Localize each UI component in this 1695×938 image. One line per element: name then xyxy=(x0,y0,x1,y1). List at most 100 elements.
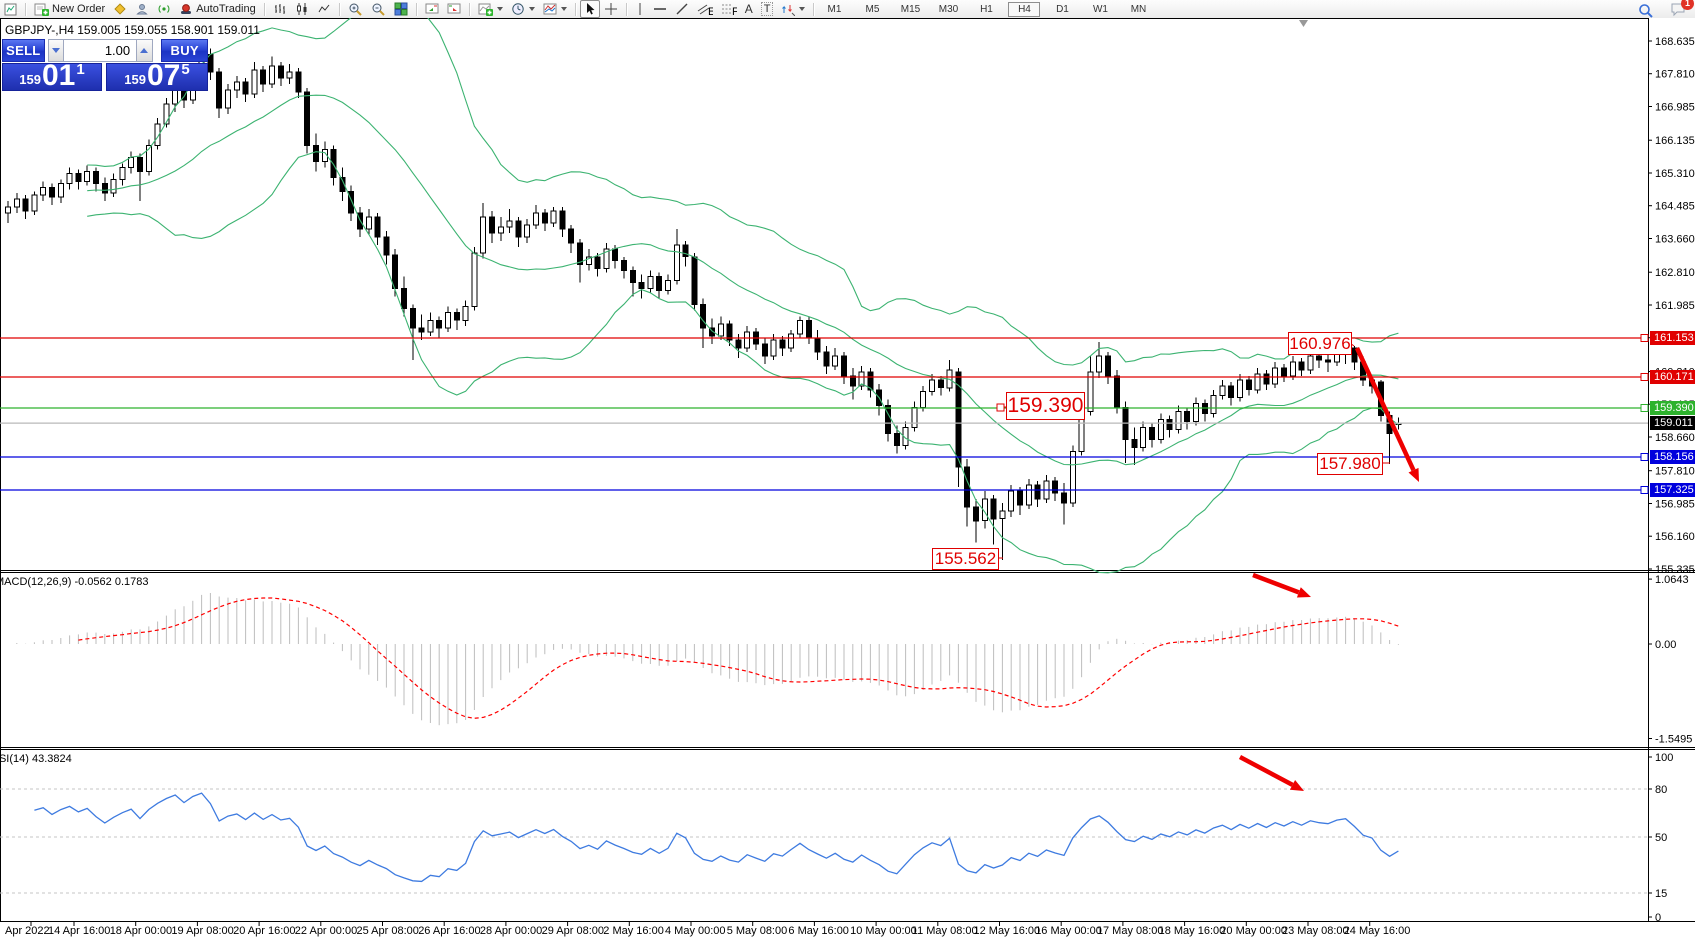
templates-icon xyxy=(543,3,557,15)
volume-input[interactable] xyxy=(64,39,137,62)
tab-timeframe-d1[interactable]: D1 xyxy=(1056,3,1069,15)
cursor-icon xyxy=(586,3,595,15)
crosshair-tool-button[interactable] xyxy=(600,0,622,18)
macd-indicator-label: MACD(12,26,9) -0.0562 0.1783 xyxy=(0,576,149,588)
annotation-160976[interactable]: 160.976 xyxy=(1288,332,1352,355)
annotation-157980[interactable]: 157.980 xyxy=(1317,453,1383,475)
vertical-line-tool-button[interactable] xyxy=(631,0,649,18)
bollinger-bands xyxy=(87,6,1399,574)
vertical-line-icon xyxy=(639,3,641,15)
tab-timeframe-m30[interactable]: M30 xyxy=(938,3,959,15)
price-tick-label: 158.660 xyxy=(1655,432,1695,444)
price-label-161153: 161.153 xyxy=(1650,331,1695,345)
rsi-axis-label: 80 xyxy=(1655,784,1667,796)
price-tick-label: 168.635 xyxy=(1655,36,1695,48)
bollinger-lower xyxy=(87,151,1399,574)
chart-shift-icon xyxy=(447,3,461,14)
text-tool-button[interactable]: A xyxy=(741,0,757,18)
horizontal-lines[interactable] xyxy=(0,334,1649,494)
line-chart-icon xyxy=(318,4,330,13)
price-tick-label: 165.310 xyxy=(1655,168,1695,180)
search-icon[interactable] xyxy=(1638,3,1654,19)
annotation-155562[interactable]: 155.562 xyxy=(932,548,999,570)
dropdown-caret-icon xyxy=(560,7,567,11)
red-arrow xyxy=(1238,755,1294,787)
arrows-tool-button[interactable] xyxy=(777,0,809,18)
price-tick-label: 157.810 xyxy=(1655,466,1695,478)
notification-badge: 1 xyxy=(1681,0,1694,10)
bar-chart-button[interactable] xyxy=(269,0,291,18)
zoom-out-button[interactable] xyxy=(367,0,390,18)
candlestick-button[interactable] xyxy=(291,0,313,18)
new-order-button[interactable]: New Order xyxy=(30,0,109,18)
tab-timeframe-m1[interactable]: M1 xyxy=(827,3,842,15)
chart-mini-icon xyxy=(4,3,17,15)
auto-scroll-icon xyxy=(425,3,439,14)
tile-windows-button[interactable] xyxy=(390,0,412,18)
tab-timeframe-w1[interactable]: W1 xyxy=(1092,3,1108,15)
price-tick-label: 166.985 xyxy=(1655,102,1695,114)
tab-timeframe-m15[interactable]: M15 xyxy=(900,3,921,15)
buy-price-prefix: 159 xyxy=(124,72,146,87)
red-arrow xyxy=(1252,572,1300,595)
rsi-indicator-label: RSI(14) 43.3824 xyxy=(0,753,72,765)
price-tick-label: 161.985 xyxy=(1655,300,1695,312)
time-axis-label: 23 May 08:00 xyxy=(1282,925,1349,937)
time-axis-label: 18 May 16:00 xyxy=(1159,925,1226,937)
crosshair-icon xyxy=(604,3,617,15)
separator xyxy=(338,2,340,16)
line-chart-button[interactable] xyxy=(313,0,335,18)
new-order-icon xyxy=(34,3,49,16)
price-tick-label: 163.660 xyxy=(1655,234,1695,246)
separator xyxy=(263,2,265,16)
separator xyxy=(625,2,627,16)
rsi-line xyxy=(34,792,1399,883)
signals-button[interactable] xyxy=(153,0,175,18)
trend-arrows[interactable] xyxy=(1238,347,1419,791)
time-axis-label: 22 Apr 00:00 xyxy=(295,925,357,937)
tab-timeframe-h1[interactable]: H1 xyxy=(980,3,993,15)
horizontal-line-tool-button[interactable] xyxy=(649,0,671,18)
annotations[interactable] xyxy=(996,342,1390,559)
time-axis-label: 16 May 00:00 xyxy=(1035,925,1102,937)
sell-price-display[interactable]: 159 01 1 xyxy=(2,61,103,91)
fibonacci-tool-button[interactable]: F xyxy=(717,0,741,18)
zoom-in-button[interactable] xyxy=(344,0,367,18)
market-button[interactable] xyxy=(131,0,153,18)
autotrading-button[interactable]: AutoTrading xyxy=(175,0,260,18)
volume-decrease-button[interactable] xyxy=(47,39,65,62)
notifications-button[interactable]: 1 xyxy=(1670,0,1694,20)
tab-timeframe-mn[interactable]: MN xyxy=(1130,3,1147,15)
chart-window-button[interactable] xyxy=(0,0,21,18)
channel-e-icon: E xyxy=(697,4,713,16)
cursor-tool-button[interactable] xyxy=(579,0,600,18)
time-axis-label: 11 May 08:00 xyxy=(912,925,978,937)
equidistant-channel-tool-button[interactable]: E xyxy=(693,0,717,18)
buy-price-display[interactable]: 159 07 5 xyxy=(106,61,208,91)
tab-timeframe-m5[interactable]: M5 xyxy=(865,3,880,15)
time-axis-label: 4 May 00:00 xyxy=(665,925,726,937)
autotrading-label: AutoTrading xyxy=(196,3,256,15)
periods-button[interactable] xyxy=(507,0,539,18)
buy-button[interactable]: BUY xyxy=(161,39,208,62)
time-axis-label: 26 Apr 16:00 xyxy=(418,925,480,937)
indicators-button[interactable] xyxy=(474,0,507,18)
volume-increase-button[interactable] xyxy=(136,39,153,62)
chart-shift-button[interactable] xyxy=(443,0,465,18)
timeframe-group: M1 M5 M15 M30 H1 H4 D1 W1 MN xyxy=(818,1,1154,17)
tab-timeframe-h4[interactable]: H4 xyxy=(1008,1,1041,17)
mql-community-button[interactable] xyxy=(109,0,131,18)
price-label-157325: 157.325 xyxy=(1650,483,1695,497)
templates-button[interactable] xyxy=(539,0,571,18)
annotation-159390[interactable]: 159.390 xyxy=(1006,392,1085,420)
auto-scroll-button[interactable] xyxy=(421,0,443,18)
zoom-in-icon xyxy=(349,3,362,16)
sell-button[interactable]: SELL xyxy=(2,39,45,62)
rsi-axis-label: 15 xyxy=(1655,888,1667,900)
trendline-tool-button[interactable] xyxy=(671,0,693,18)
macd-axis-label: 0.00 xyxy=(1655,639,1676,651)
sell-price-sup: 1 xyxy=(76,61,85,78)
label-tool-icon: T xyxy=(760,2,774,16)
text-label-tool-button[interactable]: T xyxy=(757,0,778,18)
